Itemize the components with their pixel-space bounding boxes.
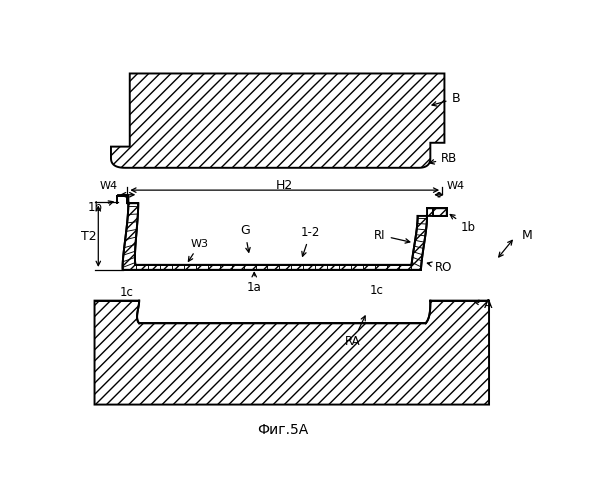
Polygon shape — [95, 300, 489, 405]
Text: 1c: 1c — [119, 286, 133, 298]
Text: A: A — [474, 298, 493, 311]
Text: T2: T2 — [81, 230, 97, 243]
Text: 1c: 1c — [370, 284, 383, 298]
Text: 1-2: 1-2 — [301, 226, 320, 256]
Text: M: M — [522, 228, 533, 241]
Text: Фиг.5A: Фиг.5A — [257, 424, 308, 438]
Text: 1a: 1a — [247, 272, 262, 294]
Text: 1b: 1b — [450, 214, 476, 234]
Text: G: G — [240, 224, 250, 252]
Text: 1b: 1b — [88, 200, 113, 213]
Text: H2: H2 — [276, 179, 293, 192]
Text: RO: RO — [427, 260, 453, 274]
Text: W3: W3 — [188, 238, 209, 262]
Polygon shape — [117, 196, 447, 270]
Polygon shape — [111, 74, 444, 168]
Text: B: B — [432, 92, 460, 106]
Text: RB: RB — [430, 152, 458, 164]
Text: RI: RI — [375, 228, 410, 243]
Text: RA: RA — [345, 316, 365, 348]
Text: W4: W4 — [99, 182, 118, 192]
Text: W4: W4 — [447, 182, 465, 192]
